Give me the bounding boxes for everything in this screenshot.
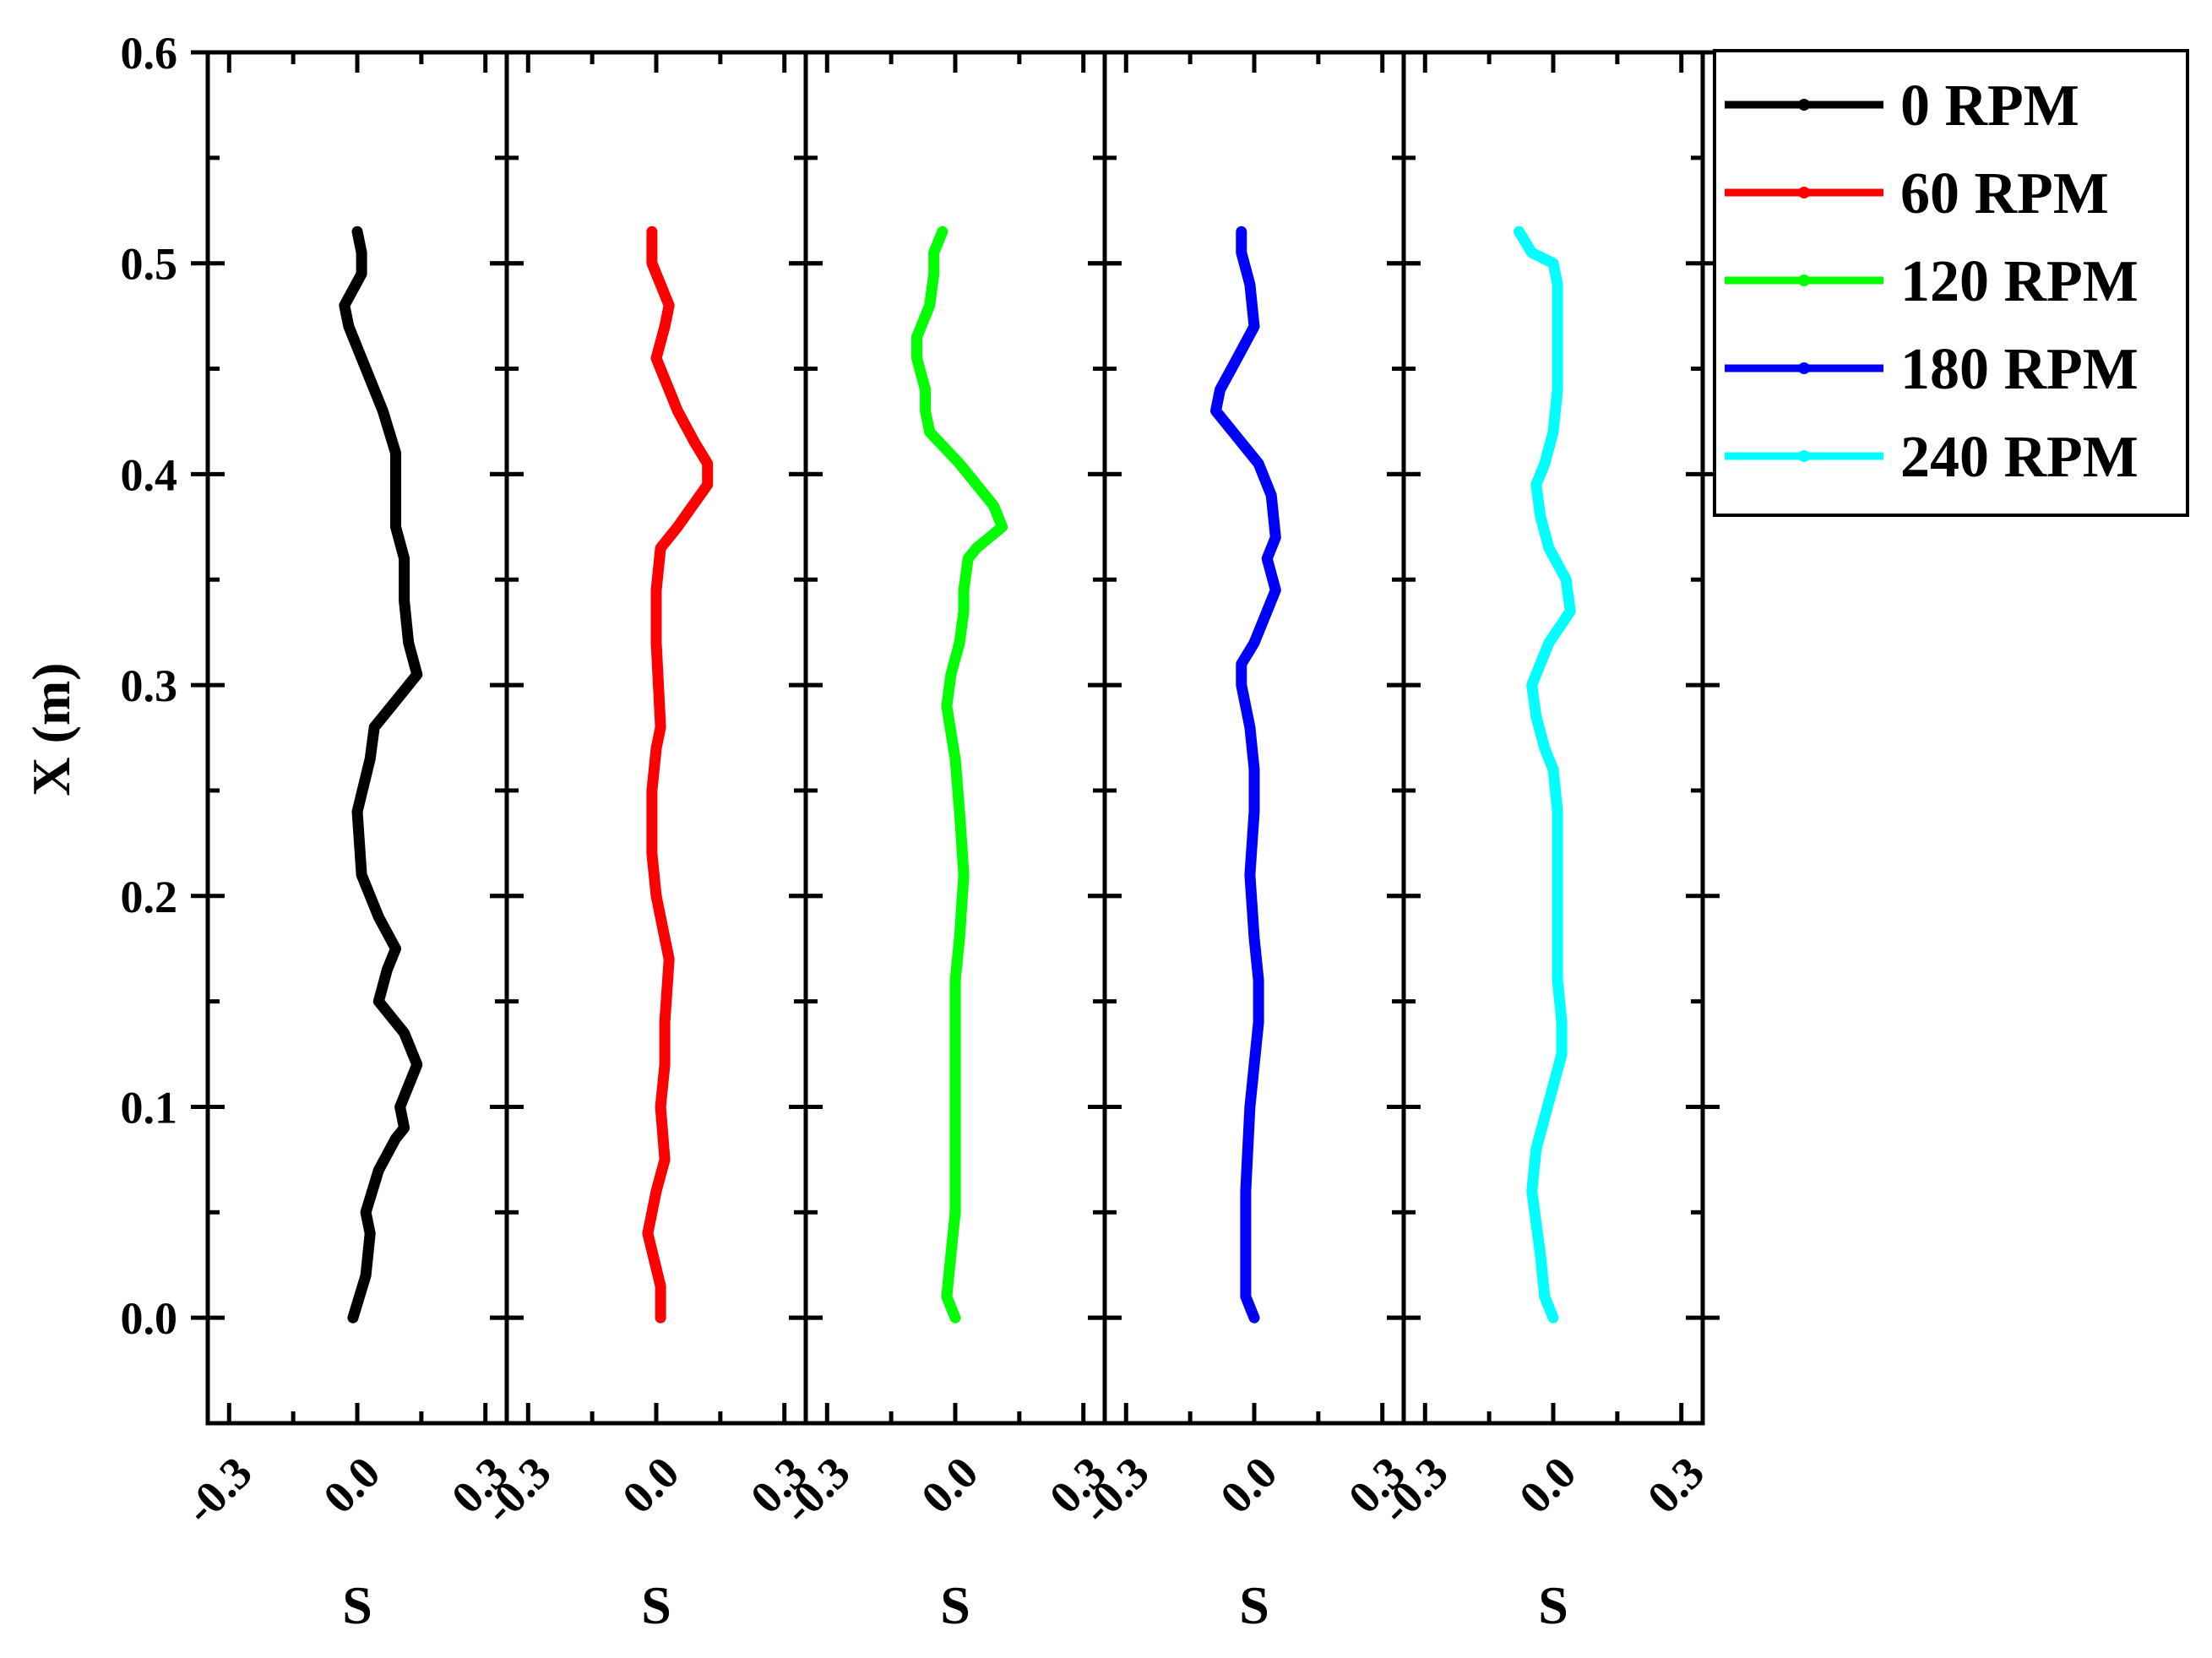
legend-label-3: 180 RPM <box>1900 337 2139 402</box>
legend-label-1: 60 RPM <box>1900 161 2109 226</box>
y-tick-label-4: 0.4 <box>121 449 178 500</box>
x-tick-label-3-1: 0.0 <box>1210 1447 1286 1523</box>
y-tick-label-3: 0.3 <box>121 660 178 711</box>
x-axis-title-4: S <box>1538 1575 1568 1635</box>
y-tick-label-6: 0.6 <box>121 28 178 79</box>
x-axis-title-3: S <box>1239 1575 1269 1635</box>
x-axis-title-1: S <box>641 1575 671 1635</box>
series-line-0 <box>339 226 423 1324</box>
legend: 0 RPM 60 RPM 120 RPM 180 RPM 240 RPM <box>1713 49 2189 517</box>
y-tick-label-0: 0.0 <box>121 1293 178 1344</box>
x-tick-label-1-1: 0.0 <box>612 1447 688 1523</box>
legend-marker-1 <box>1798 187 1810 198</box>
x-axis-title-2: S <box>940 1575 970 1635</box>
legend-marker-0 <box>1798 99 1810 111</box>
panel-3: -0.3 0.0 0.3S <box>1072 50 1421 1635</box>
series-line-3 <box>1210 226 1281 1324</box>
legend-marker-4 <box>1798 450 1810 462</box>
legend-marker-2 <box>1798 275 1810 286</box>
x-tick-label-0-1: 0.0 <box>313 1447 389 1523</box>
x-tick-label-4-2: 0.3 <box>1638 1447 1714 1523</box>
y-tick-label-2: 0.2 <box>121 872 178 922</box>
series-line-2 <box>911 226 1008 1324</box>
y-tick-label-1: 0.1 <box>121 1082 178 1133</box>
legend-label-2: 120 RPM <box>1900 249 2139 314</box>
x-tick-label-2-1: 0.0 <box>911 1447 987 1523</box>
legend-marker-3 <box>1798 362 1810 374</box>
x-tick-label-0-0: -0.3 <box>175 1447 262 1534</box>
x-tick-label-4-1: 0.0 <box>1509 1447 1585 1523</box>
panel-1: -0.3 0.0 0.3S <box>474 50 823 1635</box>
y-tick-label-5: 0.5 <box>121 239 178 290</box>
y-axis-title: X (m) <box>21 662 81 796</box>
panel-0: -0.3 0.0 0.3S <box>175 50 524 1635</box>
series-line-1 <box>642 226 714 1324</box>
panel-2: -0.3 0.0 0.3S <box>773 50 1122 1635</box>
legend-label-4: 240 RPM <box>1900 425 2139 490</box>
panels-group: -0.3 0.0 0.3S-0.3 0.0 0.3S-0.3 0.0 0.3S-0.3 0.0… <box>175 50 1720 1635</box>
series-line-4 <box>1514 226 1576 1324</box>
legend-label-0: 0 RPM <box>1900 73 2079 139</box>
panel-4: -0.3 0.0 0.3S <box>1371 50 1720 1635</box>
y-axis: 0.0 0.1 0.2 0.3 0.4 0.5 0.6 X (m) <box>21 28 177 1344</box>
x-axis-title-0: S <box>342 1575 372 1635</box>
